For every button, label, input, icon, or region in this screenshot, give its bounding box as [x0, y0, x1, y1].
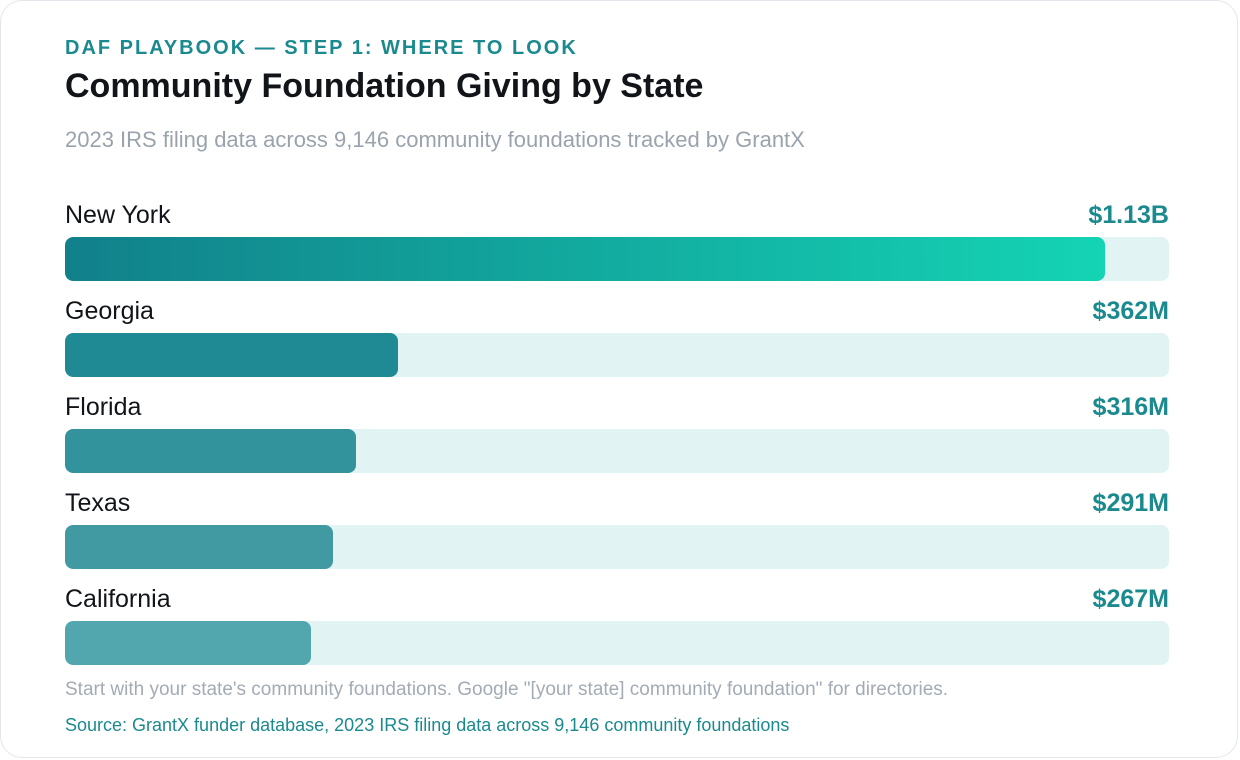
bar-value-label: $362M [1092, 297, 1169, 325]
chart-title: Community Foundation Giving by State [65, 67, 704, 105]
footer-note: Start with your state's community founda… [65, 679, 949, 700]
bar [65, 525, 333, 569]
bar-track [65, 621, 1169, 665]
bar-track [65, 429, 1169, 473]
source-note: Source: GrantX funder database, 2023 IRS… [65, 715, 790, 735]
bar-category-label: California [65, 585, 171, 613]
bar-row: Texas $291M [65, 489, 1169, 569]
bar-row: California $267M [65, 585, 1169, 665]
bar-category-label: New York [65, 201, 171, 229]
bar-row: Florida $316M [65, 393, 1169, 473]
eyebrow-label: DAF PLAYBOOK — STEP 1: WHERE TO LOOK [65, 37, 578, 59]
bar-value-label: $316M [1092, 393, 1169, 421]
bar-track [65, 237, 1169, 281]
bar-category-label: Georgia [65, 297, 154, 325]
bar-value-label: $291M [1092, 489, 1169, 517]
bar-category-label: Texas [65, 489, 131, 517]
bar-row: New York $1.13B [65, 201, 1169, 281]
bar-value-label: $1.13B [1088, 201, 1169, 229]
bar-row: Georgia $362M [65, 297, 1169, 377]
bar [65, 429, 356, 473]
bar [65, 333, 398, 377]
bar-value-label: $267M [1092, 585, 1169, 613]
bar [65, 237, 1105, 281]
chart-subtitle: 2023 IRS filing data across 9,146 commun… [65, 127, 805, 152]
bar [65, 621, 311, 665]
bar-track [65, 525, 1169, 569]
bar-category-label: Florida [65, 393, 142, 421]
bar-track [65, 333, 1169, 377]
